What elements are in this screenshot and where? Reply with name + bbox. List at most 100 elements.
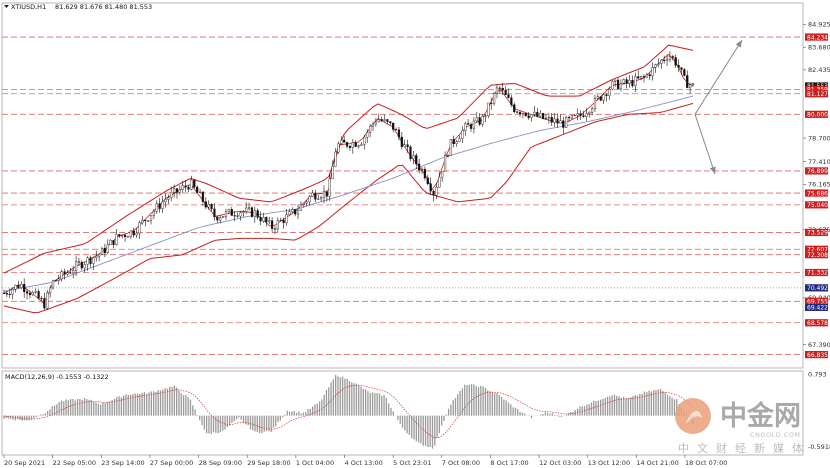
macd-bar — [70, 399, 72, 416]
macd-bar — [623, 396, 625, 416]
macd-bar — [127, 394, 129, 416]
macd-bar — [60, 400, 63, 416]
macd-bar — [636, 395, 639, 416]
candle — [475, 111, 478, 123]
svg-text:68.578: 68.578 — [807, 320, 828, 327]
svg-text:73.529: 73.529 — [807, 230, 828, 237]
candle — [642, 74, 646, 83]
macd-bar — [500, 397, 503, 416]
candle — [106, 239, 109, 255]
macd-bar — [58, 402, 60, 416]
macd-bar — [21, 415, 23, 421]
svg-text:75.686: 75.686 — [807, 190, 828, 197]
bollinger-bands — [3, 44, 694, 314]
macd-bar — [671, 397, 673, 416]
macd-bar — [157, 390, 159, 416]
candle — [429, 177, 432, 196]
macd-bar — [341, 376, 344, 416]
candle — [80, 260, 83, 271]
macd-bar — [309, 408, 311, 416]
candle — [288, 208, 291, 216]
candle — [521, 112, 525, 119]
candle — [98, 253, 101, 262]
macd-bar — [203, 415, 205, 430]
candle — [458, 135, 461, 142]
level-badge: 69.755 — [805, 297, 828, 305]
candle — [418, 158, 421, 174]
candle — [328, 173, 331, 202]
macd-bar — [298, 411, 300, 416]
macd-bar — [480, 385, 482, 416]
svg-text:80.000: 80.000 — [807, 112, 828, 119]
candle — [239, 211, 242, 221]
macd-bar — [360, 386, 362, 416]
macd-bar — [609, 396, 611, 416]
candle — [484, 113, 487, 123]
macd-bar — [632, 396, 634, 416]
time-tick-label: 28 Sep 09:00 — [199, 459, 242, 467]
candle — [345, 141, 349, 149]
macd-bar — [192, 405, 194, 416]
macd-bar — [5, 415, 7, 419]
level-badge: 73.529 — [805, 228, 828, 237]
candle — [167, 194, 170, 204]
macd-bar — [238, 415, 240, 418]
macd-bar — [332, 379, 335, 416]
price-tick-label: 77.410 — [808, 158, 830, 166]
candle — [112, 239, 115, 249]
candle — [518, 110, 522, 118]
macd-bar — [201, 415, 203, 426]
macd-bar — [148, 392, 150, 416]
macd-bar — [300, 413, 302, 416]
macd-bar — [321, 399, 323, 416]
macd-bar — [664, 392, 666, 416]
candle — [409, 145, 412, 162]
macd-bar — [245, 415, 247, 425]
level-badge: 84.234 — [805, 33, 828, 41]
candle — [121, 234, 124, 239]
candle — [665, 54, 669, 67]
macd-bar — [189, 399, 192, 416]
macd-bar — [616, 395, 618, 416]
candle — [426, 174, 429, 186]
macd-bar — [489, 391, 491, 416]
macd-bar — [76, 399, 79, 416]
candle — [351, 139, 354, 154]
candle — [472, 117, 476, 134]
candle — [567, 115, 571, 123]
macd-bar — [325, 390, 328, 416]
macd-bar — [657, 389, 659, 416]
macd-bar — [392, 411, 394, 416]
candle — [144, 219, 147, 227]
macd-bar — [316, 403, 318, 416]
candle — [461, 126, 464, 143]
candle — [172, 184, 176, 198]
macd-bar — [588, 404, 590, 416]
macd-bar — [63, 401, 65, 416]
candle — [224, 208, 228, 220]
macd-bar — [275, 415, 277, 427]
candle — [689, 82, 692, 94]
macd-bar — [659, 388, 662, 416]
macd-bar — [547, 412, 549, 416]
candle — [276, 217, 279, 233]
macd-bar — [104, 403, 106, 416]
candle — [170, 186, 173, 202]
candle — [541, 112, 545, 120]
candle — [547, 112, 550, 124]
macd-bar — [335, 374, 337, 416]
candle — [74, 255, 78, 277]
candle — [51, 279, 55, 290]
candle — [92, 257, 95, 270]
macd-bar — [443, 415, 445, 421]
dropdown-triangle-icon[interactable] — [4, 5, 9, 8]
level-badge: 66.835 — [805, 350, 828, 359]
projection-arrow-up — [694, 39, 743, 115]
macd-bar — [648, 390, 650, 416]
macd-bar — [618, 396, 620, 416]
candle — [691, 82, 695, 87]
candle — [250, 206, 254, 218]
svg-text:66.835: 66.835 — [807, 352, 828, 359]
svg-text:69.422: 69.422 — [807, 305, 828, 312]
